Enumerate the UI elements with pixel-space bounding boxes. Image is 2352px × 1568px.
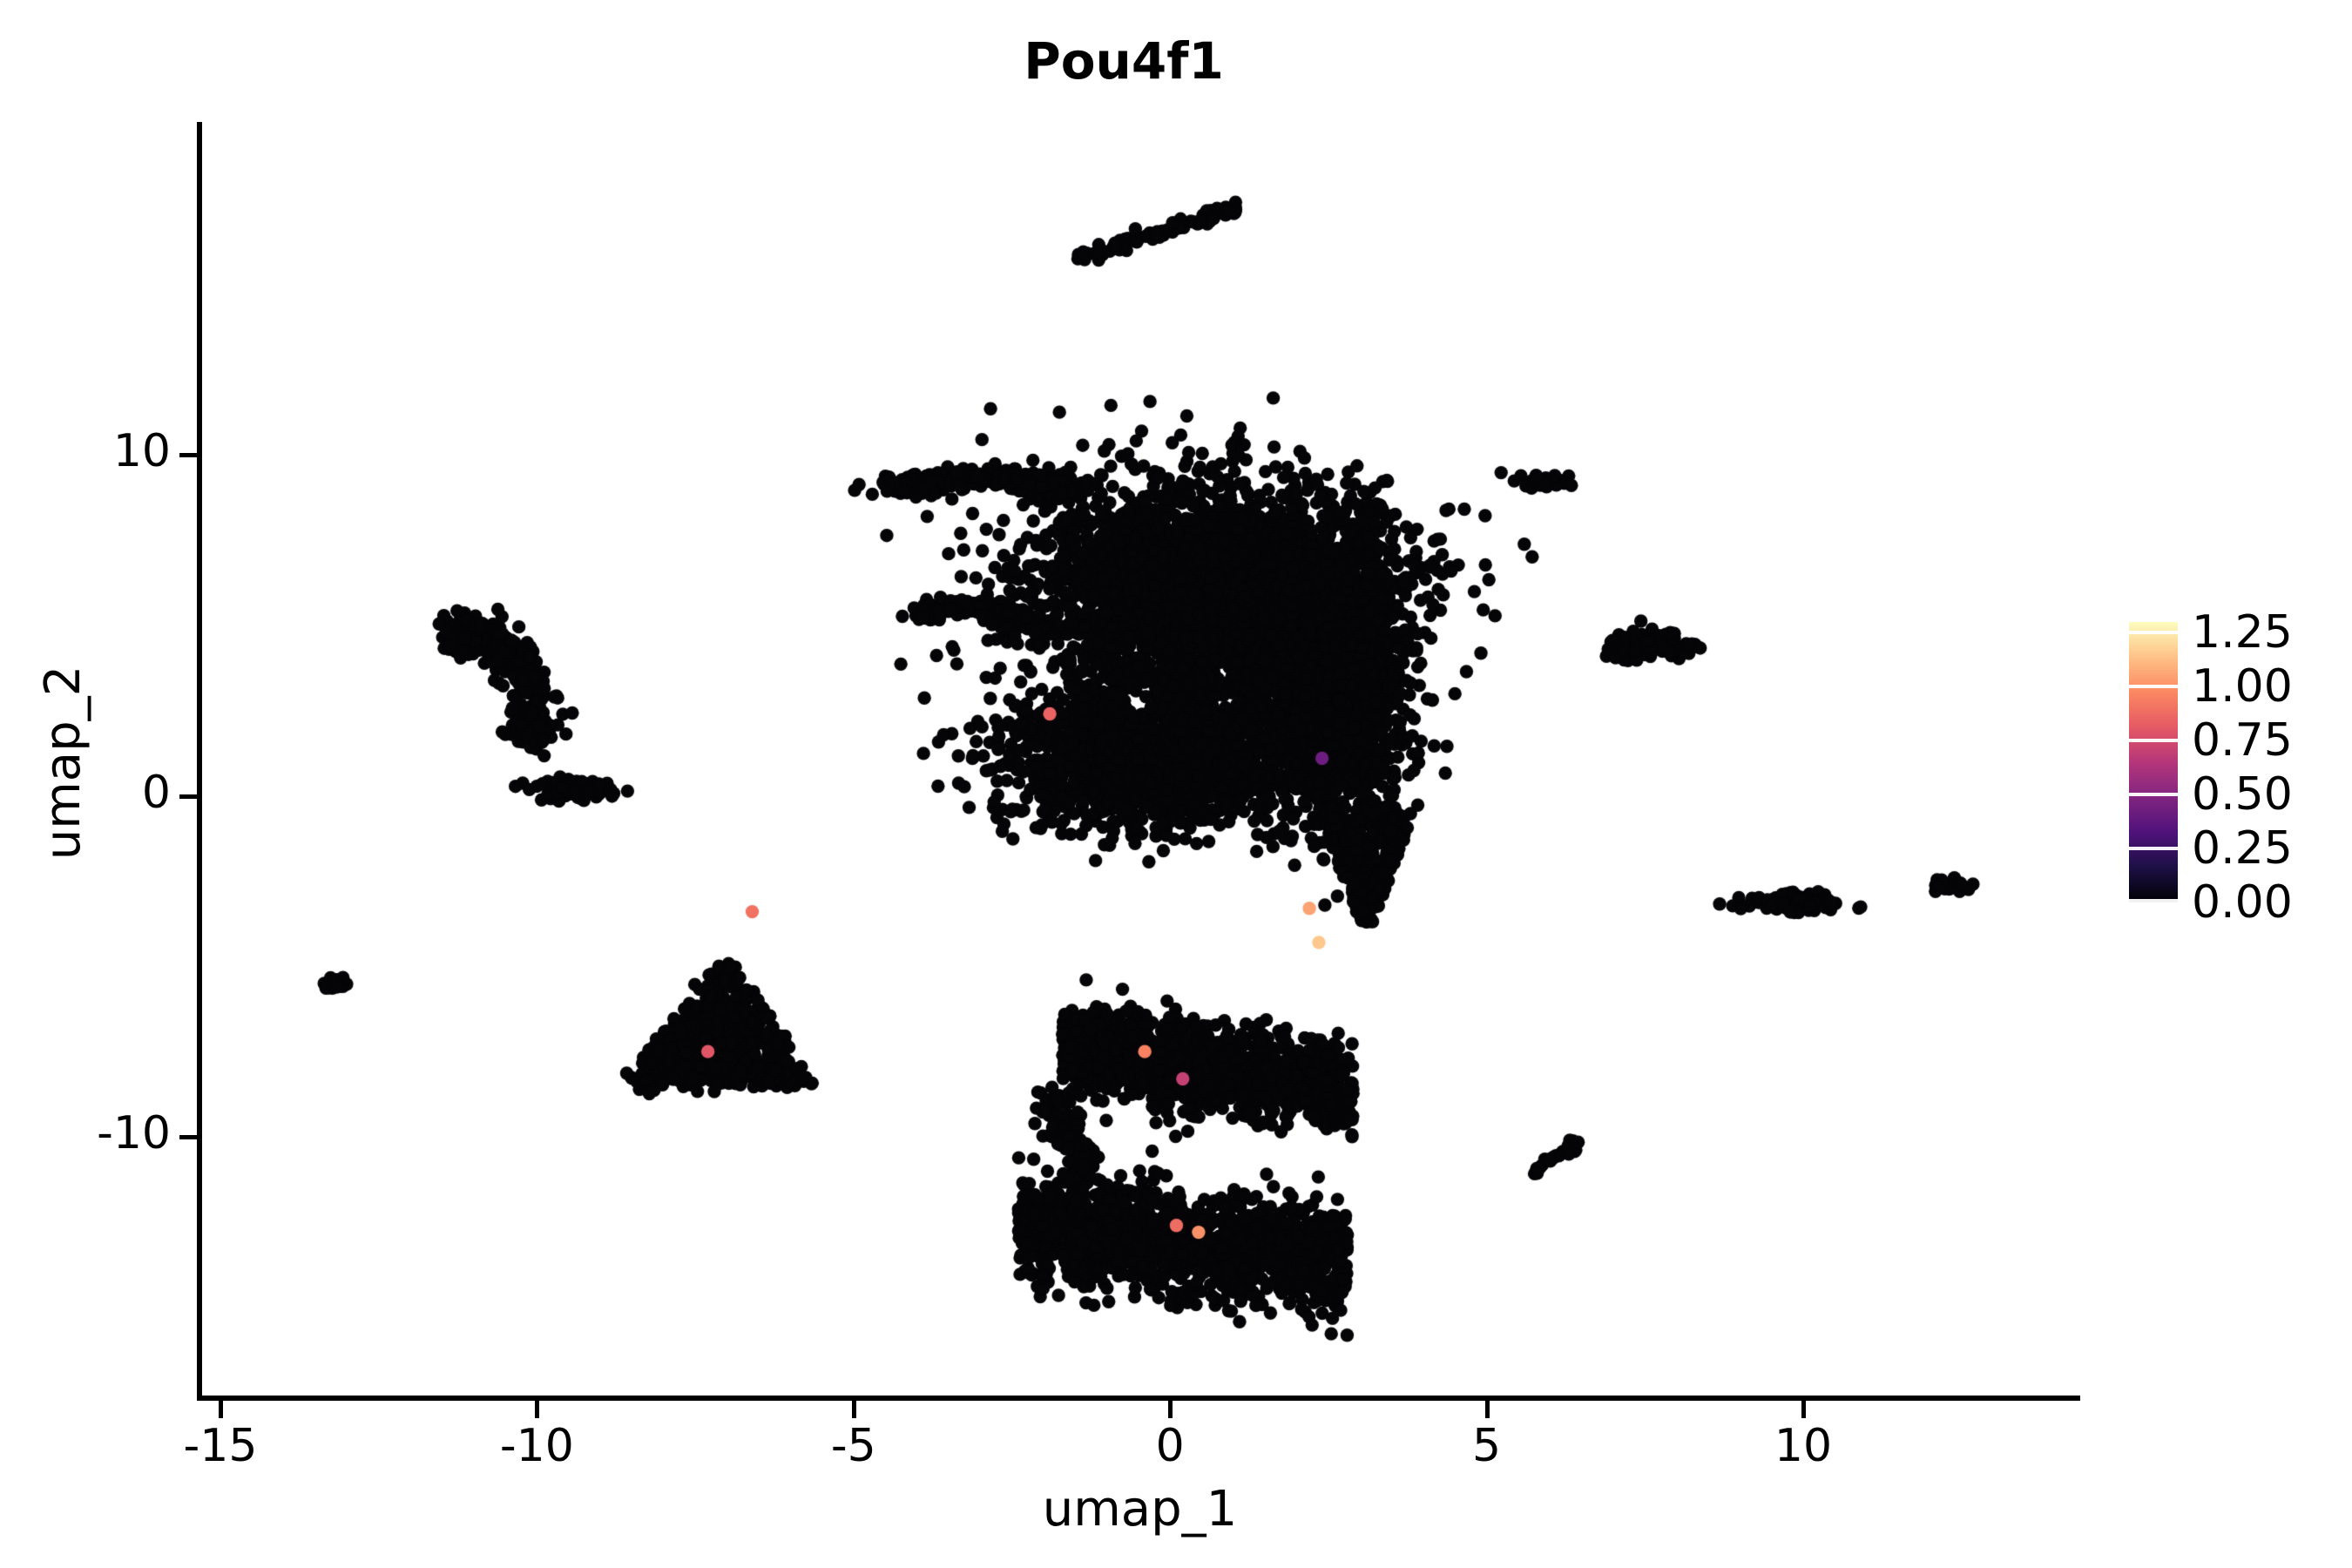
- colorbar-tick-label: 1.25: [2192, 606, 2293, 659]
- colorbar-tick-label: 0.00: [2192, 876, 2293, 929]
- y-tick-mark: [179, 1135, 197, 1139]
- page-title: Pou4f1: [1024, 31, 1224, 91]
- x-tick-mark: [1801, 1401, 1806, 1418]
- x-tick-label: -10: [499, 1420, 574, 1472]
- colorbar-tick-mark: [2129, 685, 2178, 689]
- x-tick-mark: [219, 1401, 223, 1418]
- colorbar-tick-label: 0.25: [2192, 822, 2293, 875]
- x-tick-mark: [1484, 1401, 1490, 1418]
- x-tick-label: -15: [183, 1420, 258, 1472]
- colorbar-tick-label: 0.75: [2192, 714, 2293, 767]
- x-tick-label: 10: [1774, 1420, 1833, 1472]
- y-tick-mark: [179, 794, 197, 799]
- colorbar-tick-mark: [2129, 631, 2178, 635]
- x-axis-label: umap_1: [1042, 1481, 1238, 1538]
- y-axis-label: umap_2: [35, 665, 91, 861]
- colorbar-tick-mark: [2129, 899, 2178, 902]
- x-tick-label: 5: [1472, 1420, 1502, 1472]
- y-tick-mark: [179, 453, 197, 457]
- colorbar-gradient: [2129, 622, 2178, 902]
- x-tick-mark: [1168, 1401, 1173, 1418]
- x-tick-label: 0: [1155, 1420, 1185, 1472]
- colorbar-tick-mark: [2129, 847, 2178, 851]
- x-axis-spine: [197, 1396, 2080, 1401]
- x-tick-mark: [535, 1401, 540, 1418]
- colorbar-tick-label: 0.50: [2192, 768, 2293, 821]
- x-tick-mark: [851, 1401, 856, 1418]
- colorbar-tick-mark: [2129, 793, 2178, 797]
- x-tick-label: -5: [830, 1420, 876, 1472]
- colorbar-tick-mark: [2129, 739, 2178, 743]
- y-axis-spine: [197, 122, 202, 1401]
- colorbar: 1.25 1.00 0.75 0.50 0.25 0.00: [2129, 610, 2329, 925]
- colorbar-tick-label: 1.00: [2192, 660, 2293, 713]
